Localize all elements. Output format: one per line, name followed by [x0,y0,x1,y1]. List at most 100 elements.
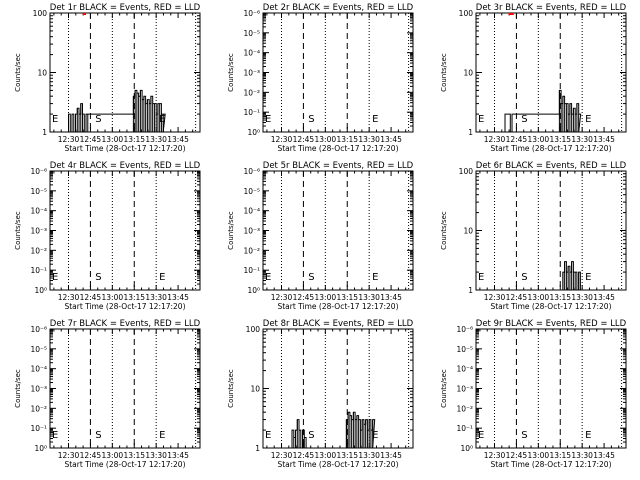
x-tick-label: 13:15 [336,451,358,460]
panel-det-3: Det 3r BLACK = Events, RED = LLD 12:30 12:… [440,3,627,153]
y-tick-label: 10⁻² [243,246,260,255]
x-tick-label: 13:30 [145,135,167,144]
x-tick-label: 13:00 [528,451,550,460]
panel-det-4: Det 4r BLACK = Events, RED = LLD 12:30 12:… [14,161,201,311]
panel-title: Det 3r BLACK = Events, RED = LLD [476,3,627,13]
y-tick-label: 10⁻⁴ [30,207,47,216]
y-tick-label: 10 [463,69,473,78]
y-tick-label: 10⁰ [247,286,260,295]
x-axis-label: Start Time (28-Oct-17 12:17:20) [490,144,611,153]
y-tick-label: 10⁻² [30,404,47,413]
x-axis-label: Start Time (28-Oct-17 12:17:20) [277,460,398,469]
panel-det-5: Det 5r BLACK = Events, RED = LLD 12:30 12:… [227,161,414,311]
y-tick-label: 10⁻³ [456,385,473,394]
marker-e-left-label: E [478,430,484,441]
y-tick-label: 1 [255,444,260,453]
y-tick-label: 10⁻⁵ [243,29,260,38]
marker-s-label: S [308,430,314,441]
marker-e-label: E [159,430,165,441]
x-tick-label: 13:15 [336,293,358,302]
x-tick-label: 13:45 [167,135,189,144]
panel-det-9: Det 9r BLACK = Events, RED = LLD 12:30 12:… [440,319,627,469]
plot-frame [262,328,414,449]
y-tick-label: 10⁻⁴ [243,207,260,216]
marker-e-label: E [159,272,165,283]
y-tick-label: 100 [33,9,48,18]
x-tick-label: 13:45 [593,293,615,302]
y-tick-label: 10⁻² [30,246,47,255]
marker-s-label: S [521,430,527,441]
x-tick-label: 13:00 [528,135,550,144]
x-axis-label: Start Time (28-Oct-17 12:17:20) [64,460,185,469]
panel-det-6: Det 6r BLACK = Events, RED = LLD 12:30 12:… [440,161,627,311]
x-tick-label: 13:30 [145,293,167,302]
x-tick-label: 13:00 [315,293,337,302]
y-tick-label: 10⁻³ [30,227,47,236]
x-axis-label: Start Time (28-Oct-17 12:17:20) [490,302,611,311]
y-tick-label: 10⁻¹ [30,424,47,433]
events-series-line [290,411,376,449]
y-tick-label: 10 [463,227,473,236]
y-axis-label: Counts/sec [440,369,448,408]
x-tick-label: 12:30 [484,135,506,144]
x-tick-label: 13:00 [315,451,337,460]
y-tick-label: 10⁻³ [30,385,47,394]
marker-e-label: E [585,114,591,125]
x-tick-label: 12:30 [484,293,506,302]
x-tick-label: 12:45 [506,451,528,460]
x-tick-label: 12:30 [58,135,80,144]
x-tick-label: 12:30 [58,293,80,302]
y-tick-label: 10⁻¹ [30,266,47,275]
marker-e-label: E [372,114,378,125]
x-tick-label: 13:15 [123,293,145,302]
x-tick-label: 13:45 [167,293,189,302]
marker-e-label: E [372,272,378,283]
x-tick-label: 12:45 [80,293,102,302]
y-axis-label: Counts/sec [14,369,22,408]
marker-e-left-label: E [265,430,271,441]
x-axis-label: Start Time (28-Oct-17 12:17:20) [277,302,398,311]
x-axis-label: Start Time (28-Oct-17 12:17:20) [64,144,185,153]
plot-frame [475,328,627,449]
y-tick-label: 10⁻² [456,404,473,413]
x-axis-label: Start Time (28-Oct-17 12:17:20) [490,460,611,469]
marker-e-label: E [585,430,591,441]
x-tick-label: 12:45 [80,451,102,460]
x-tick-label: 13:00 [528,293,550,302]
y-tick-label: 10⁻¹ [243,266,260,275]
plot-frame [262,12,414,133]
y-axis-label: Counts/sec [440,211,448,250]
marker-s-label: S [521,114,527,125]
panel-title: Det 1r BLACK = Events, RED = LLD [50,3,201,13]
x-tick-label: 13:30 [358,293,380,302]
panel-title: Det 7r BLACK = Events, RED = LLD [50,319,201,329]
marker-e-left-label: E [265,114,271,125]
y-tick-label: 10⁻³ [243,69,260,78]
x-tick-label: 13:45 [380,293,402,302]
x-tick-label: 12:45 [293,451,315,460]
y-axis-label: Counts/sec [440,53,448,92]
x-tick-label: 13:00 [315,135,337,144]
x-tick-label: 13:30 [571,451,593,460]
x-tick-label: 12:45 [293,293,315,302]
x-tick-label: 12:45 [80,135,102,144]
x-tick-label: 13:30 [145,451,167,460]
y-tick-label: 10⁻⁶ [30,167,47,176]
panel-det-2: Det 2r BLACK = Events, RED = LLD 12:30 12:… [227,3,414,153]
x-tick-label: 13:45 [380,135,402,144]
y-axis-label: Counts/sec [227,53,235,92]
y-tick-label: 10⁻⁵ [30,187,47,196]
marker-s-label: S [95,114,101,125]
y-tick-label: 10⁻⁴ [30,365,47,374]
x-tick-label: 13:30 [358,451,380,460]
panel-det-8: Det 8r BLACK = Events, RED = LLD 12:30 12:… [227,319,414,469]
x-tick-label: 13:15 [549,451,571,460]
panel-title: Det 4r BLACK = Events, RED = LLD [50,161,201,171]
y-tick-label: 1 [468,128,473,137]
x-axis-label: Start Time (28-Oct-17 12:17:20) [277,144,398,153]
x-tick-label: 13:00 [102,135,124,144]
x-tick-label: 12:30 [271,293,293,302]
y-tick-label: 1 [42,128,47,137]
y-axis-label: Counts/sec [227,211,235,250]
